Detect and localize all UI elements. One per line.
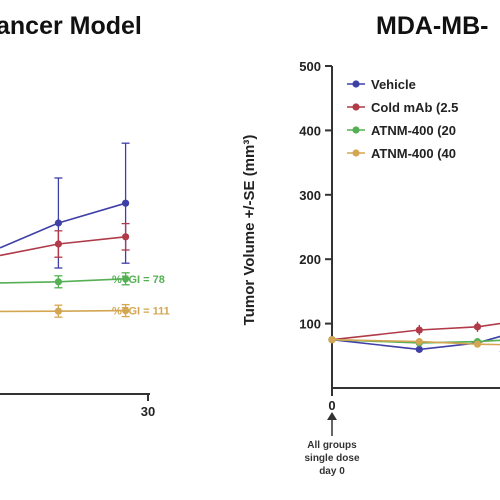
left-data-point — [54, 219, 63, 227]
right-data-point — [473, 323, 482, 331]
dose-note-line-1: All groups — [307, 440, 357, 451]
right-x-tick-label: 0 — [328, 398, 335, 413]
left-series-group — [0, 142, 130, 318]
right-y-tick-label: 400 — [299, 123, 321, 138]
legend-swatch-marker — [352, 126, 360, 134]
tgi-annotation: %TGI = 78 — [112, 274, 165, 286]
legend-label: ATNM-400 (40 — [371, 146, 456, 161]
left-data-point — [122, 199, 130, 207]
legend-swatch-marker — [352, 149, 360, 157]
right-data-point — [415, 338, 423, 346]
left-data-point — [122, 275, 130, 283]
legend-label: ATNM-400 (20 — [371, 123, 456, 138]
left-series-line — [0, 278, 126, 284]
right-chart-title: MDA-MB- — [376, 12, 488, 40]
left-panel: ancer Model %TGI = 78 %TGI = 111 30 — [0, 12, 170, 419]
left-x-tick-label: 30 — [141, 404, 155, 419]
right-y-ticks: 100 200 300 400 500 — [299, 59, 332, 332]
left-data-point — [54, 278, 63, 286]
legend-swatch-marker — [352, 103, 360, 111]
left-chart-title: ancer Model — [0, 12, 142, 40]
left-data-point — [122, 233, 130, 241]
right-y-axis-label: Tumor Volume +/-SE (mm³) — [241, 135, 258, 326]
left-annotations: %TGI = 78 %TGI = 111 — [112, 274, 170, 318]
right-data-point — [415, 345, 423, 353]
left-series-line — [0, 202, 126, 249]
right-data-point — [473, 340, 482, 348]
legend-label: Cold mAb (2.5 — [371, 100, 458, 115]
dose-note-line-3: day 0 — [319, 466, 345, 477]
left-data-point — [122, 307, 130, 315]
tgi-annotation: %TGI = 111 — [112, 306, 170, 318]
legend-label: Vehicle — [371, 77, 416, 92]
right-y-tick-label: 100 — [299, 317, 321, 332]
dose-arrow-head — [327, 412, 337, 420]
right-panel: MDA-MB- Tumor Volume +/-SE (mm³) 100 200 3… — [241, 12, 500, 477]
right-y-tick-label: 500 — [299, 59, 321, 74]
right-y-tick-label: 300 — [299, 188, 321, 203]
left-data-point — [54, 307, 63, 315]
left-data-point — [54, 240, 63, 248]
legend-swatch-marker — [352, 80, 360, 88]
right-y-tick-label: 200 — [299, 252, 321, 267]
right-data-point — [415, 326, 423, 334]
right-data-point — [328, 336, 336, 344]
left-series-line — [0, 309, 126, 313]
right-legend: Vehicle Cold mAb (2.5 ATNM-400 (20 ATNM-400… — [347, 77, 458, 161]
right-series-group — [328, 321, 500, 353]
dose-note-line-2: single dose — [304, 453, 359, 464]
